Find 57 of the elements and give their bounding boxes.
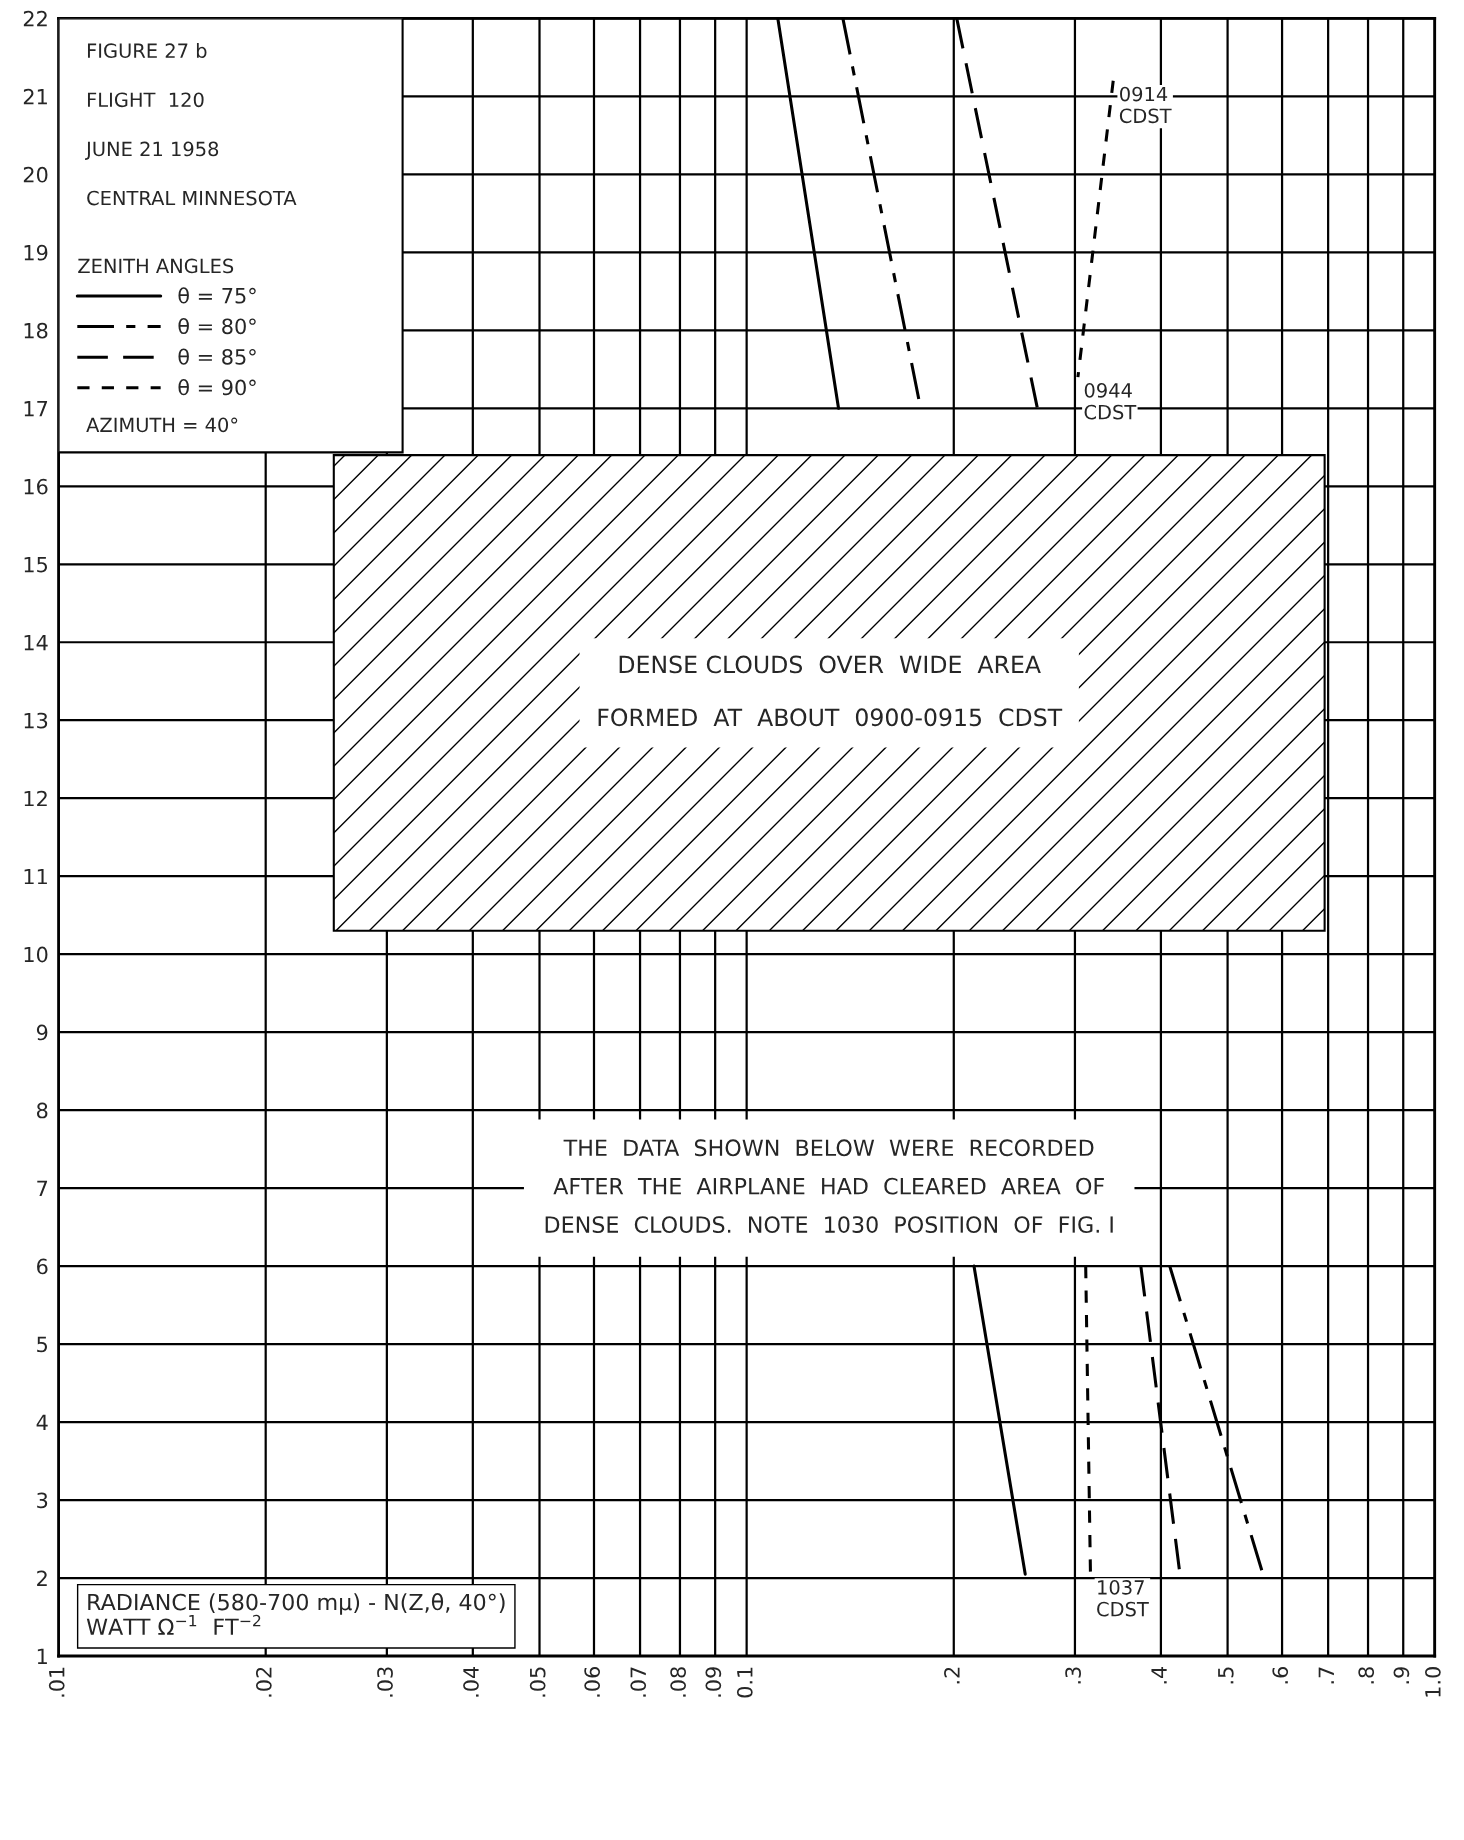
y-tick-label: 3 [37,1492,48,1509]
annotation: 0914 CDST [1119,86,1172,124]
y-tick-label: 10 [24,946,48,963]
y-tick-label: 2 [37,1570,47,1586]
y-tick-label: 21 [23,88,47,105]
y-tick-label: 17 [24,401,48,417]
x-tick-label: .09 [705,1667,722,1697]
x-tick-label: .7 [1318,1667,1334,1684]
y-tick-label: 19 [24,244,48,261]
x-tick-label: .2 [944,1667,960,1684]
x-tick-label: .8 [1358,1667,1375,1684]
x-tick-label: .07 [630,1667,647,1697]
y-tick-label: 9 [36,1024,48,1041]
x-tick-label: .3 [1065,1667,1081,1684]
y-tick-label: 8 [37,1102,48,1119]
y-tick-label: 1 [37,1648,47,1664]
annotation: CENTRAL MINNESOTA [87,190,297,206]
y-tick-label: 15 [24,556,48,573]
y-tick-label: 7 [37,1180,48,1197]
y-tick-label: 11 [24,868,47,885]
y-tick-label: 4 [36,1414,48,1430]
x-tick-label: .01 [48,1667,65,1697]
y-tick-label: 18 [24,322,48,339]
annotation: JUNE 21 1958 [85,141,219,160]
x-axis-title: RADIANCE (580-700 mμ) - N(Z,θ, 40°) WATT Ω$^{−1}$ FT$^{−2}$ [86,1593,505,1635]
annotation: 1037 CDST [1097,1580,1149,1617]
y-tick-label: 20 [23,166,48,183]
legend-title: ZENITH ANGLES [78,258,234,274]
x-tick-label: .02 [255,1667,272,1697]
x-tick-label: .4 [1151,1666,1167,1684]
y-tick-label: 12 [24,790,47,807]
y-tick-label: 13 [24,712,48,729]
y-tick-label: 14 [24,634,48,651]
y-tick-label: 5 [37,1336,48,1353]
legend-label: θ = 90° [178,379,256,396]
x-tick-label: 1.0 [1425,1667,1441,1697]
x-tick-label: .06 [584,1667,601,1697]
text: FIGURE 27 b [87,42,207,59]
y-tick-label: 6 [37,1258,48,1275]
x-tick-label: 0.1 [736,1667,753,1698]
annotation: THE DATA SHOWN BELOW WERE RECORDED AFTER THE AIRPLANE HAD CLEARED AREA OF DENSE CLOUDS. NOTE 1030 POSITION OF FIG. I [545,1139,1113,1233]
x-tick-label: .04 [463,1666,479,1697]
annotation: FLIGHT 120 [87,92,204,108]
legend-label: θ = 75° [178,287,256,304]
text: DENSE CLOUDS OVER WIDE AREA FORMED AT ABOUT 0900-0915 CDST [598,655,1063,727]
x-tick-label: .6 [1272,1667,1289,1684]
x-tick-label: .5 [1218,1667,1234,1684]
legend-label: θ = 80° [178,317,256,335]
x-tick-label: .05 [529,1667,546,1697]
y-tick-label: 16 [24,478,48,495]
legend-label: θ = 85° [178,348,256,365]
annotation: AZIMUTH = 40° [86,417,238,433]
x-tick-label: .08 [670,1667,686,1697]
y-tick-label: 22 [23,10,47,27]
annotation: 0944 CDST [1084,383,1137,420]
x-tick-label: .03 [377,1667,393,1697]
x-tick-label: .9 [1393,1667,1410,1684]
